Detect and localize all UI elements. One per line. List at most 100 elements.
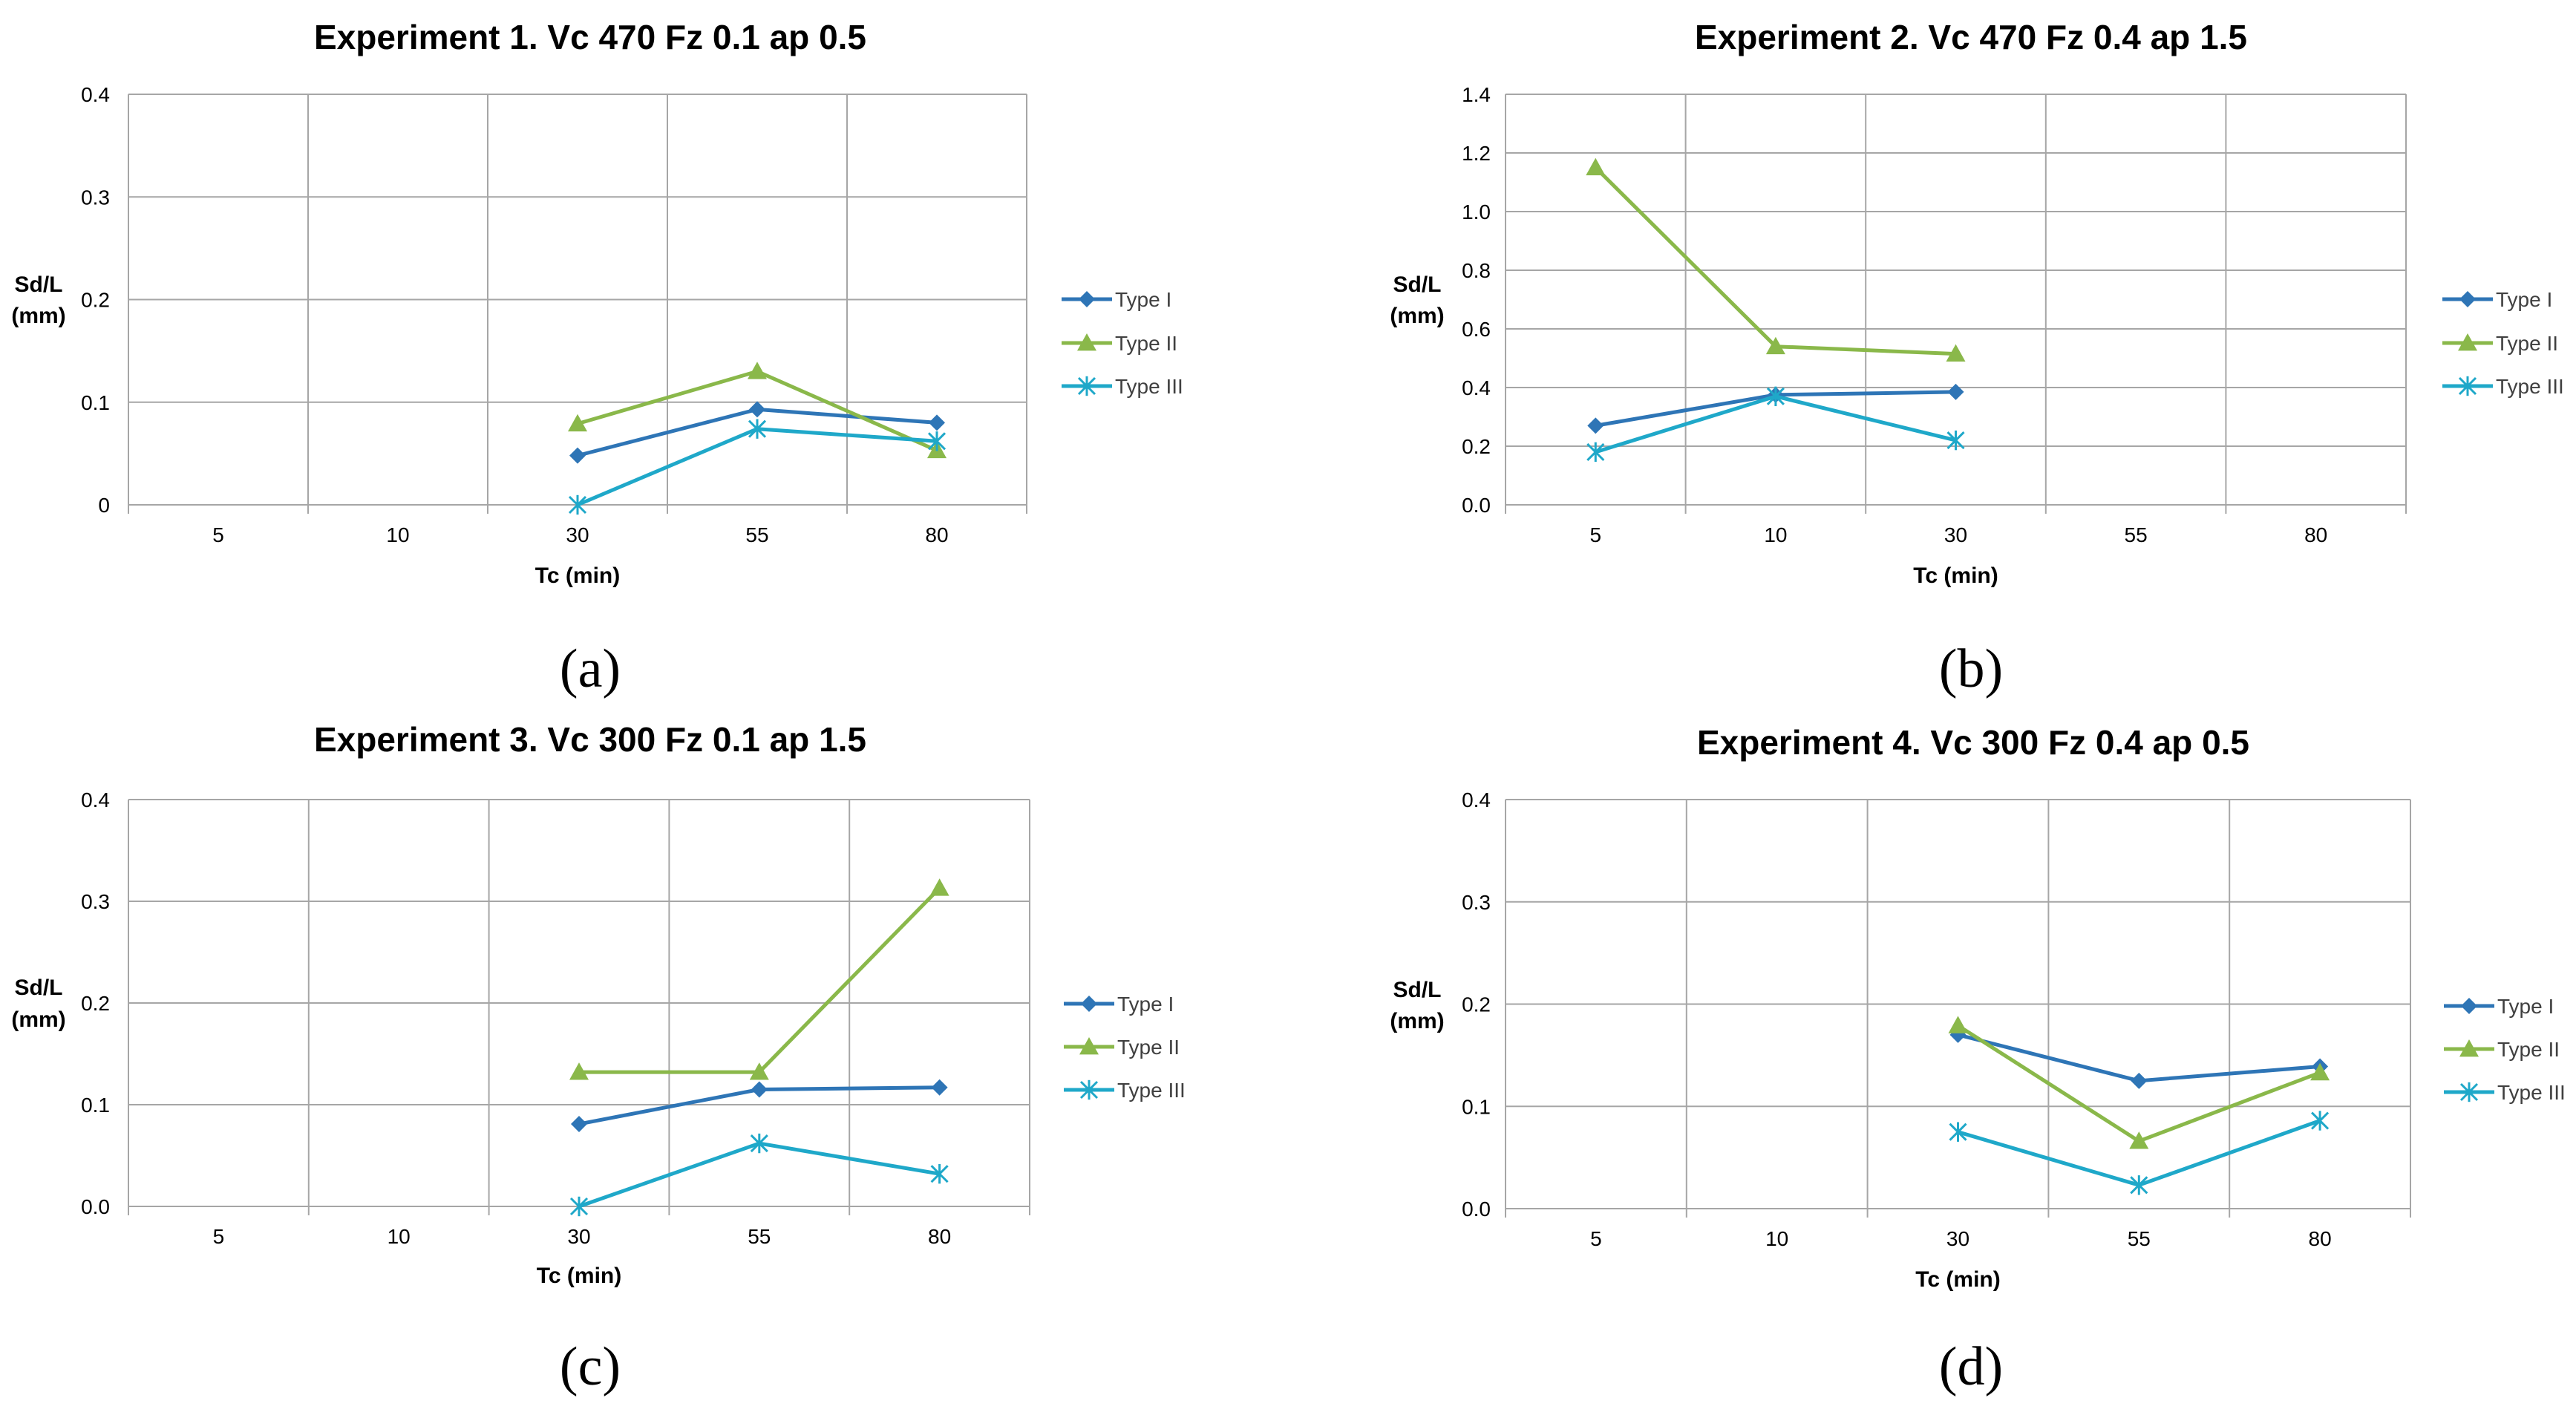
legend-marker [1079,1037,1099,1055]
legend-label: Type II [2496,332,2558,355]
y-tick-label: 0.2 [1462,435,1491,458]
series-line-type-ii [1594,166,1956,356]
data-point-type-iii [927,431,947,451]
panel-label: (d) [1939,1336,2003,1397]
data-point-type-iii [1586,442,1605,463]
legend-marker [2459,291,2476,307]
y-tick-label: 0.2 [81,289,110,312]
y-tick-label: 0.8 [1462,259,1491,282]
data-point-type-i [2131,1072,2148,1089]
legend-marker [2458,333,2477,351]
legend-label: Type II [1115,332,1177,355]
data-point-type-iii [568,494,587,515]
data-point-type-ii [1948,1016,1968,1033]
x-tick-label: 5 [212,523,224,546]
y-tick-label: 0.0 [1462,1198,1491,1221]
legend-label: Type I [1117,993,1174,1016]
legend-marker [1081,996,1097,1012]
y-tick-label: 1.0 [1462,200,1491,223]
y-tick-label: 0.1 [1462,1095,1491,1118]
legend-marker [2461,998,2477,1014]
data-point-type-iii [1766,386,1785,407]
legend-marker [1079,291,1095,307]
data-point-type-ii [1586,157,1606,176]
x-tick-label: 55 [748,1225,771,1248]
chart-panel-4: Experiment 4. Vc 300 Fz 0.4 ap 0.5 0.0 0.1… [1390,723,2566,1397]
y-tick-label: 0.2 [81,992,110,1015]
x-tick-label: 55 [2128,1227,2151,1250]
legend-marker [1079,1079,1099,1100]
data-point-type-iii [930,1163,949,1184]
y-tick-label: 0.4 [1462,788,1491,811]
y-tick-label: 0.3 [1462,891,1491,914]
x-tick-label: 10 [1764,523,1787,546]
y-axis-label: Sd/L [1393,978,1442,1002]
y-axis-unit: (mm) [1390,1009,1444,1033]
y-tick-label: 0.4 [1462,376,1491,399]
y-axis-label: Sd/L [15,272,63,297]
y-axis-label: Sd/L [15,976,63,1000]
x-tick-label: 80 [2304,523,2327,546]
y-tick-label: 0.4 [81,83,110,106]
data-point-type-i [1587,417,1604,434]
x-axis-label: Tc (min) [537,1264,621,1288]
legend-label: Type I [2497,995,2554,1018]
data-point-type-iii [569,1196,589,1217]
data-point-type-ii [2129,1131,2149,1149]
chart-panel-2: Experiment 2. Vc 470 Fz 0.4 ap 1.5 0.0 0.2… [1390,18,2564,699]
x-tick-label: 10 [388,1225,411,1248]
x-axis-label: Tc (min) [1913,563,1998,588]
chart-title: Experiment 3. Vc 300 Fz 0.1 ap 1.5 [314,720,866,759]
y-tick-label: 1.2 [1462,142,1491,165]
data-point-type-i [751,1081,768,1098]
data-point-type-iii [750,1133,768,1154]
legend-label: Type III [2496,375,2564,398]
x-tick-label: 10 [386,523,409,546]
legend-label: Type I [2496,288,2552,311]
x-tick-label: 30 [566,523,589,546]
y-tick-label: 0.0 [1462,494,1491,517]
data-point-type-ii [1765,336,1785,355]
x-tick-label: 30 [1946,1227,1969,1250]
data-point-type-ii [749,1062,769,1080]
x-tick-label: 5 [213,1225,225,1248]
x-tick-label: 10 [1765,1227,1788,1250]
legend-label: Type III [1117,1079,1186,1102]
y-tick-label: 0.0 [81,1195,110,1218]
legend-marker [2459,1082,2479,1102]
legend-marker [1077,376,1096,396]
data-point-type-ii [569,1062,589,1080]
data-point-type-ii [748,362,767,379]
x-tick-label: 80 [925,523,948,546]
y-tick-label: 0.6 [1462,318,1491,341]
legend-label: Type II [1117,1036,1180,1059]
x-axis-label: Tc (min) [1915,1267,2000,1292]
x-tick-label: 80 [2309,1227,2332,1250]
data-point-type-iii [2311,1111,2330,1131]
data-point-type-iii [748,419,767,439]
x-tick-label: 30 [567,1225,590,1248]
legend-marker [2459,1039,2479,1057]
legend-label: Type II [2497,1038,2560,1061]
y-tick-label: 0.3 [81,186,110,209]
y-tick-label: 0.1 [81,1094,110,1117]
y-axis-unit: (mm) [11,304,65,328]
y-axis-unit: (mm) [11,1007,65,1032]
panel-label: (b) [1939,638,2003,699]
chart-title: Experiment 4. Vc 300 Fz 0.4 ap 0.5 [1697,723,2249,762]
y-axis-unit: (mm) [1390,304,1444,328]
y-tick-label: 1.4 [1462,83,1491,106]
data-point-type-i [929,414,945,431]
x-tick-label: 55 [745,523,768,546]
data-point-type-ii [929,878,949,896]
x-tick-label: 5 [1590,1227,1602,1250]
series-line-type-ii [579,886,941,1074]
legend-label: Type I [1115,288,1171,311]
data-point-type-i [931,1079,948,1096]
y-tick-label: 0 [98,494,110,517]
legend-marker [1077,333,1096,351]
legend-label: Type III [1115,375,1183,398]
chart-panel-1: Experiment 1. Vc 470 Fz 0.1 ap 0.5 0 0.1 0.… [11,18,1183,699]
data-point-type-iii [1949,1122,1967,1142]
legend-label: Type III [2497,1081,2566,1104]
